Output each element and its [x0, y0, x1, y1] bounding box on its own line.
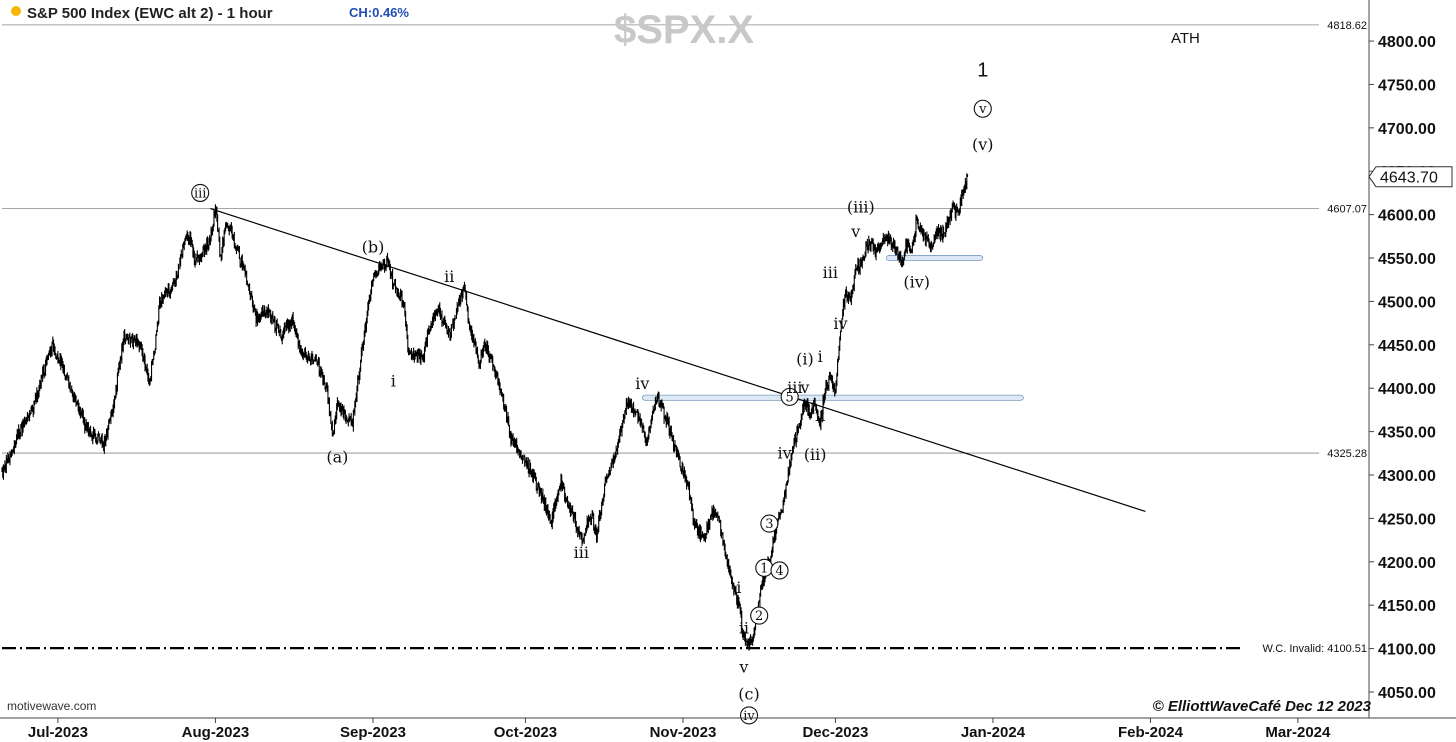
- x-axis: Jul-2023 Aug-2023 Sep-2023 Oct-2023 Nov-2023…: [0, 717, 1456, 741]
- y-tick-label: 4700.00: [1378, 121, 1436, 138]
- x-tick-label: Aug-2023: [182, 724, 250, 741]
- wave-label: (iii): [847, 198, 875, 217]
- y-tick-label: 4100.00: [1378, 642, 1436, 659]
- x-tick-label: Nov-2023: [650, 724, 717, 741]
- y-tick-label: 4250.00: [1378, 511, 1436, 528]
- wave-label: v: [799, 378, 809, 397]
- invalidation-label: W.C. Invalid: 4100.51: [1262, 643, 1367, 655]
- chart-title: S&P 500 Index (EWC alt 2) - 1 hour: [27, 5, 273, 22]
- y-tick-label: 4350.00: [1378, 425, 1436, 442]
- wave-label: i: [736, 578, 741, 597]
- x-tick-label: Feb-2024: [1118, 724, 1184, 741]
- wave-label: (iv): [903, 272, 930, 291]
- wave-label-circle: [760, 514, 779, 533]
- wave-label: (i): [796, 350, 814, 369]
- y-tick-label: 4400.00: [1378, 381, 1436, 398]
- wave-label: iv: [778, 443, 792, 462]
- wave-label: i: [818, 347, 823, 366]
- x-tick-label: Mar-2024: [1265, 724, 1331, 741]
- y-tick-label: 4600.00: [1378, 208, 1436, 225]
- y-tick-label: 4800.00: [1378, 34, 1436, 51]
- wave-label: 4: [775, 564, 783, 579]
- reference-line-label: 4818.62: [1327, 20, 1367, 32]
- wave-label: iii: [574, 543, 589, 562]
- symbol-watermark: $SPX.X: [614, 8, 754, 52]
- wave-label: 5: [786, 390, 794, 405]
- ath-label: ATH: [1171, 30, 1200, 47]
- wave-label: v: [850, 222, 860, 241]
- last-value-label: 4643.70: [1380, 170, 1438, 187]
- wave-label: 1: [977, 59, 988, 81]
- wave-label: ii: [444, 267, 454, 286]
- wave-label: ii: [739, 619, 749, 638]
- x-tick-label: Dec-2023: [802, 724, 868, 741]
- change-label: CH:0.46%: [349, 5, 409, 20]
- last-value-box: [1368, 166, 1453, 188]
- wave-label: iii: [194, 186, 206, 201]
- wave-label-circle: [750, 606, 769, 625]
- y-tick-label: 4150.00: [1378, 598, 1436, 615]
- y-tick-label: 4500.00: [1378, 294, 1436, 311]
- x-tick-label: Oct-2023: [494, 724, 557, 741]
- wave-label-circle: [770, 561, 789, 580]
- y-tick-label: 4450.00: [1378, 338, 1436, 355]
- wave-label: (b): [362, 238, 385, 257]
- wave-label: 1: [760, 561, 768, 576]
- zones-layer: [641, 255, 1024, 401]
- y-tick-label: 4050.00: [1378, 685, 1436, 702]
- wave-label: (c): [738, 685, 759, 704]
- y-tick-label: 4550.00: [1378, 251, 1436, 268]
- wave-label: v: [978, 102, 987, 117]
- wave-label-circle: [191, 183, 210, 202]
- x-tick-label: Jan-2024: [961, 724, 1026, 741]
- x-tick-label: Jul-2023: [28, 724, 88, 741]
- wave-label: (a): [326, 448, 348, 467]
- wave-label-circle: [739, 706, 759, 725]
- x-tick-label: Sep-2023: [340, 724, 406, 741]
- y-tick-label: 4750.00: [1378, 77, 1436, 94]
- wave-label: v: [738, 658, 748, 677]
- y-tick-label: 4300.00: [1378, 468, 1436, 485]
- trendline: [210, 207, 1146, 513]
- footer-copyright: © ElliottWaveCafé Dec 12 2023: [1153, 698, 1372, 715]
- wave-labels-layer: iii(b)iii(a)iviiiiiiv(c)iv1234iv5iiiv(i)…: [191, 59, 994, 725]
- wave-label: iv: [743, 709, 755, 724]
- y-tick-label: 4200.00: [1378, 555, 1436, 572]
- wave-label: i: [391, 371, 396, 390]
- wave-label: (v): [972, 135, 994, 154]
- footer-source: motivewave.com: [7, 699, 96, 713]
- wave-label: 2: [755, 609, 763, 624]
- wave-label: iii: [823, 263, 838, 282]
- reference-line-label: 4607.07: [1327, 203, 1367, 215]
- wave-label: iv: [635, 374, 649, 393]
- trendline-layer: [210, 207, 1146, 513]
- wave-label: iv: [833, 314, 847, 333]
- wave-label-circle: [780, 387, 799, 406]
- support-zone: [641, 394, 1024, 401]
- y-axis: 4050.00 4100.00 4150.00 4200.00 4250.00 4300.…: [1368, 0, 1453, 718]
- wave-label: iii: [787, 378, 802, 397]
- status-dot: [11, 6, 21, 16]
- wave-label: 3: [765, 517, 773, 532]
- reference-lines-layer: 4818.62 4607.07 4325.28 W.C. Invalid: 4100.…: [2, 20, 1367, 655]
- support-zone: [885, 255, 984, 262]
- wave-label: (ii): [804, 445, 827, 464]
- reference-line-label: 4325.28: [1327, 448, 1367, 460]
- wave-label: ii: [815, 406, 825, 425]
- wave-label-circle: [973, 99, 992, 118]
